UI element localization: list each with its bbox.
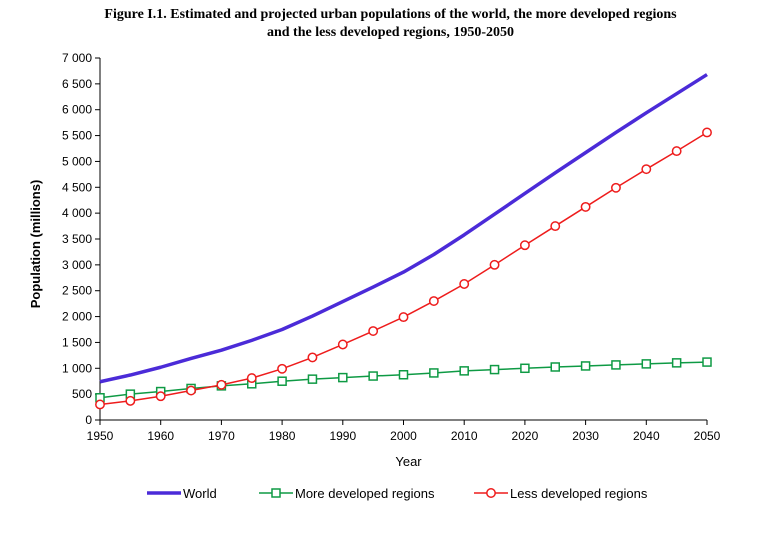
y-tick-label: 2 000 bbox=[62, 310, 92, 324]
y-tick-label: 6 000 bbox=[62, 103, 92, 117]
less-developed-regions-point bbox=[125, 395, 136, 406]
more-developed-regions-point bbox=[550, 362, 560, 372]
x-axis-ticks: 1950 1960 1970 1980 1990 2000 2010 2020 2030 2040… bbox=[87, 420, 721, 443]
x-axis-label: Year bbox=[395, 454, 422, 469]
legend: World More developed regions Less develope… bbox=[147, 486, 648, 501]
less-developed-regions-point bbox=[550, 221, 561, 232]
y-axis-ticks: 0 500 1 000 1 500 2 000 2 500 3 000 3 500 4 000 4… bbox=[62, 51, 100, 427]
y-tick-label: 1 000 bbox=[62, 361, 92, 375]
less-developed-regions-point bbox=[186, 385, 197, 396]
x-tick-label: 1990 bbox=[329, 429, 356, 443]
x-tick-label: 2040 bbox=[633, 429, 660, 443]
less-developed-regions-point bbox=[216, 379, 227, 390]
more-developed-regions-point bbox=[702, 357, 712, 367]
less-developed-regions-point bbox=[337, 339, 348, 350]
x-tick-label: 2020 bbox=[512, 429, 539, 443]
chart-title-line2: and the less developed regions, 1950-205… bbox=[266, 25, 515, 40]
more-developed-regions-point bbox=[368, 371, 378, 381]
more-developed-regions-point bbox=[459, 366, 469, 376]
x-tick-label: 2010 bbox=[451, 429, 478, 443]
x-tick-label: 1980 bbox=[269, 429, 296, 443]
legend-label: More developed regions bbox=[295, 486, 435, 501]
less-developed-regions-point bbox=[611, 182, 621, 193]
y-tick-label: 7 000 bbox=[62, 51, 92, 65]
series-world bbox=[99, 73, 708, 384]
legend-label: World bbox=[183, 486, 217, 501]
legend-item-more-developed-regions: More developed regions bbox=[259, 486, 435, 501]
y-tick-label: 2 500 bbox=[62, 284, 92, 298]
y-tick-label: 5 000 bbox=[62, 154, 92, 168]
legend-item-less-developed-regions: Less developed regions bbox=[474, 486, 648, 501]
less-developed-regions-point bbox=[459, 279, 470, 289]
series-more-developed-regions bbox=[95, 357, 712, 403]
legend-item-world: World bbox=[147, 486, 217, 501]
series-layer bbox=[95, 73, 712, 410]
legend-label: Less developed regions bbox=[510, 486, 648, 501]
less-developed-regions-point bbox=[155, 391, 166, 402]
x-tick-label: 2050 bbox=[694, 429, 721, 443]
y-tick-label: 3 500 bbox=[62, 232, 92, 246]
less-developed-regions-point bbox=[702, 127, 712, 138]
chart-title-line1: Figure I.1. Estimated and projected urba… bbox=[104, 7, 677, 22]
y-tick-label: 3 000 bbox=[62, 258, 92, 272]
more-developed-regions-point bbox=[641, 359, 652, 369]
more-developed-regions-point bbox=[307, 374, 318, 384]
less-developed-regions-point bbox=[95, 399, 105, 410]
legend-swatch-marker bbox=[486, 488, 496, 498]
less-developed-regions-point bbox=[671, 146, 682, 157]
less-developed-regions-point bbox=[277, 363, 288, 374]
y-tick-label: 6 500 bbox=[62, 77, 92, 91]
world-line bbox=[99, 73, 708, 384]
y-tick-label: 500 bbox=[72, 387, 92, 401]
y-tick-label: 1 500 bbox=[62, 335, 92, 349]
y-tick-label: 5 500 bbox=[62, 129, 92, 143]
y-tick-label: 0 bbox=[85, 413, 92, 427]
less-developed-regions-point bbox=[398, 312, 409, 323]
less-developed-regions-point bbox=[368, 326, 379, 337]
more-developed-regions-point bbox=[398, 370, 409, 380]
more-developed-regions-point bbox=[277, 376, 287, 386]
more-developed-regions-point bbox=[611, 360, 621, 370]
less-developed-regions-point bbox=[641, 164, 652, 175]
series-less-developed-regions bbox=[95, 127, 712, 410]
less-developed-regions-point bbox=[307, 352, 318, 363]
less-developed-regions-point bbox=[489, 259, 500, 270]
chart-title: Figure I.1. Estimated and projected urba… bbox=[0, 6, 781, 42]
y-tick-label: 4 500 bbox=[62, 180, 92, 194]
less-developed-regions-point bbox=[519, 240, 530, 251]
more-developed-regions-point bbox=[429, 368, 439, 378]
x-tick-label: 1950 bbox=[87, 429, 114, 443]
more-developed-regions-point bbox=[671, 358, 682, 368]
less-developed-regions-point bbox=[428, 296, 439, 307]
x-tick-label: 1970 bbox=[208, 429, 235, 443]
more-developed-regions-point bbox=[338, 372, 348, 383]
y-tick-label: 4 000 bbox=[62, 206, 92, 220]
more-developed-regions-point bbox=[520, 363, 530, 374]
x-tick-label: 2030 bbox=[572, 429, 599, 443]
less-developed-regions-point bbox=[246, 373, 257, 384]
more-developed-regions-point bbox=[580, 361, 591, 371]
legend-swatch-marker bbox=[271, 488, 281, 498]
less-developed-regions-point bbox=[580, 201, 591, 212]
x-tick-label: 1960 bbox=[147, 429, 174, 443]
x-tick-label: 2000 bbox=[390, 429, 417, 443]
more-developed-regions-point bbox=[489, 364, 500, 375]
y-axis-label: Population (millions) bbox=[28, 180, 43, 309]
